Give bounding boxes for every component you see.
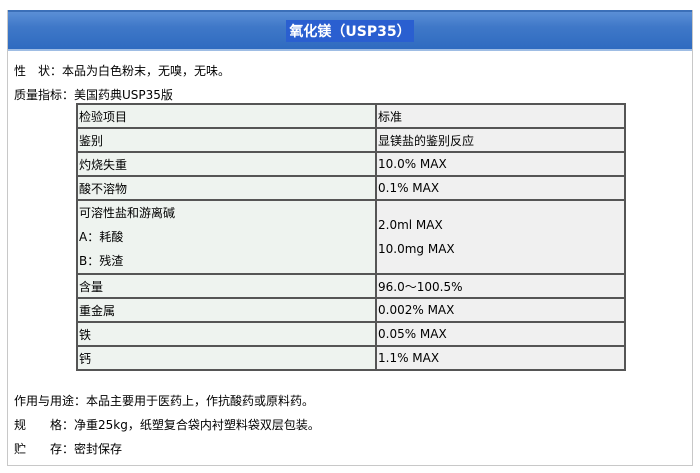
spec-table: 检验项目 标准 鉴别 显镁盐的鉴别反应 灼烧失重 10.0% MAX 酸不溶物 0.1%…: [76, 103, 626, 371]
item-line: A：耗酸: [79, 230, 124, 244]
cell-item: 含量: [76, 273, 377, 299]
cell-item: 鉴别: [76, 127, 377, 153]
cell-standard: 1.1% MAX: [375, 345, 626, 371]
item-line: B：残渣: [79, 254, 124, 268]
product-panel: 氧化镁（USP35） 性 状：本品为白色粉末，无嗅，无味。 质量指标：美国药典U…: [7, 10, 693, 466]
table-row: 可溶性盐和游离碱 A：耗酸 B：残渣 2.0ml MAX 10.0mg MAX: [76, 199, 626, 275]
properties-text: 性 状：本品为白色粉末，无嗅，无味。: [14, 64, 231, 78]
cell-item: 灼烧失重: [76, 151, 377, 177]
table-row: 钙 1.1% MAX: [76, 345, 626, 371]
item-line: 可溶性盐和游离碱: [79, 206, 176, 220]
table-row: 酸不溶物 0.1% MAX: [76, 175, 626, 201]
usage-text: 作用与用途：本品主要用于医药上，作抗酸药或原料药。: [14, 394, 315, 408]
table-row: 重金属 0.002% MAX: [76, 297, 626, 323]
table-row: 含量 96.0～100.5%: [76, 273, 626, 299]
storage-text: 贮 存：密封保存: [14, 442, 123, 456]
table-header-row: 检验项目 标准: [76, 103, 626, 129]
quality-text: 质量指标：美国药典USP35版: [14, 88, 173, 102]
std-line: 10.0mg MAX: [378, 242, 455, 256]
header-standard: 标准: [375, 103, 626, 129]
cell-standard: 10.0% MAX: [375, 151, 626, 177]
cell-item: 钙: [76, 345, 377, 371]
panel-header: 氧化镁（USP35）: [8, 10, 692, 51]
cell-item: 可溶性盐和游离碱 A：耗酸 B：残渣: [76, 199, 377, 275]
table-row: 灼烧失重 10.0% MAX: [76, 151, 626, 177]
cell-standard: 显镁盐的鉴别反应: [375, 127, 626, 153]
spec-text: 规 格：净重25kg，纸塑复合袋内衬塑料袋双层包装。: [14, 418, 320, 432]
table-row: 铁 0.05% MAX: [76, 321, 626, 347]
page-title: 氧化镁（USP35）: [286, 19, 414, 42]
cell-standard: 0.05% MAX: [375, 321, 626, 347]
cell-standard: 96.0～100.5%: [375, 273, 626, 299]
cell-item: 铁: [76, 321, 377, 347]
cell-item: 重金属: [76, 297, 377, 323]
cell-standard: 2.0ml MAX 10.0mg MAX: [375, 199, 626, 275]
cell-item: 酸不溶物: [76, 175, 377, 201]
cell-standard: 0.002% MAX: [375, 297, 626, 323]
header-item: 检验项目: [76, 103, 377, 129]
cell-standard: 0.1% MAX: [375, 175, 626, 201]
std-line: 2.0ml MAX: [378, 218, 443, 232]
table-row: 鉴别 显镁盐的鉴别反应: [76, 127, 626, 153]
